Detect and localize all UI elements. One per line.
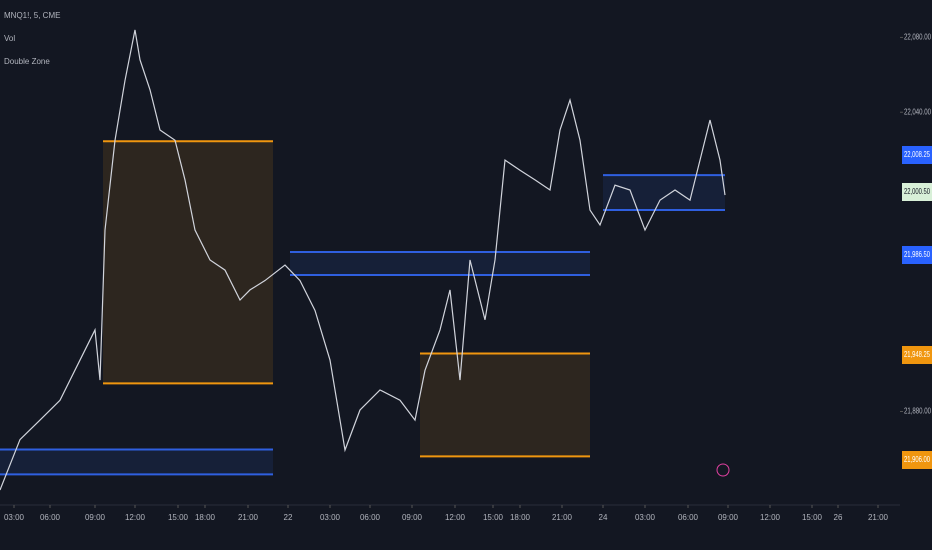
x-tick-label: 21:00 xyxy=(238,513,259,522)
x-tick-label: 18:00 xyxy=(510,513,531,522)
legend-entry: MNQ1!, 5, CME xyxy=(4,11,60,20)
x-tick-label: 06:00 xyxy=(360,513,381,522)
price-tag: 22,000.50 xyxy=(904,187,930,196)
legend-entry: Double Zone xyxy=(4,57,50,66)
x-tick-label: 21:00 xyxy=(868,513,889,522)
x-tick-label: 12:00 xyxy=(760,513,781,522)
x-tick-label: 26 xyxy=(834,513,843,522)
x-tick-label: 15:00 xyxy=(483,513,504,522)
x-tick-label: 09:00 xyxy=(718,513,739,522)
price-tag-bg xyxy=(902,451,932,469)
x-tick-label: 12:00 xyxy=(125,513,146,522)
x-tick-label: 22 xyxy=(284,513,293,522)
x-tick-label: 18:00 xyxy=(195,513,216,522)
x-tick-label: 15:00 xyxy=(802,513,823,522)
y-tick-label: 21,880.00 xyxy=(904,407,931,416)
x-tick-label: 12:00 xyxy=(445,513,466,522)
y-tick-label: 22,040.00 xyxy=(904,107,931,116)
price-tag-bg xyxy=(902,183,932,201)
price-tag: 21,906.00 xyxy=(904,455,930,464)
price-tag: 21,948.25 xyxy=(904,350,930,359)
zone xyxy=(420,353,590,457)
zone xyxy=(290,251,590,275)
price-tag: 21,986.50 xyxy=(904,250,930,259)
y-tick-label: 22,080.00 xyxy=(904,33,931,42)
price-tag-bg xyxy=(902,346,932,364)
price-tag-bg xyxy=(902,146,932,164)
x-tick-label: 09:00 xyxy=(402,513,423,522)
legend-entry: Vol xyxy=(4,34,15,43)
x-tick-label: 06:00 xyxy=(40,513,61,522)
x-tick-label: 09:00 xyxy=(85,513,106,522)
event-marker xyxy=(716,463,730,477)
x-tick-label: 06:00 xyxy=(678,513,699,522)
x-tick-label: 15:00 xyxy=(168,513,189,522)
zone xyxy=(0,449,273,475)
price-line xyxy=(0,29,726,491)
zone xyxy=(103,141,273,384)
zone xyxy=(603,175,725,211)
x-tick-label: 03:00 xyxy=(635,513,656,522)
x-tick-label: 24 xyxy=(599,513,608,522)
x-tick-label: 03:00 xyxy=(320,513,341,522)
x-tick-label: 03:00 xyxy=(4,513,25,522)
price-tag-bg xyxy=(902,246,932,264)
x-tick-label: 21:00 xyxy=(552,513,573,522)
price-tag: 22,008.25 xyxy=(904,150,930,159)
